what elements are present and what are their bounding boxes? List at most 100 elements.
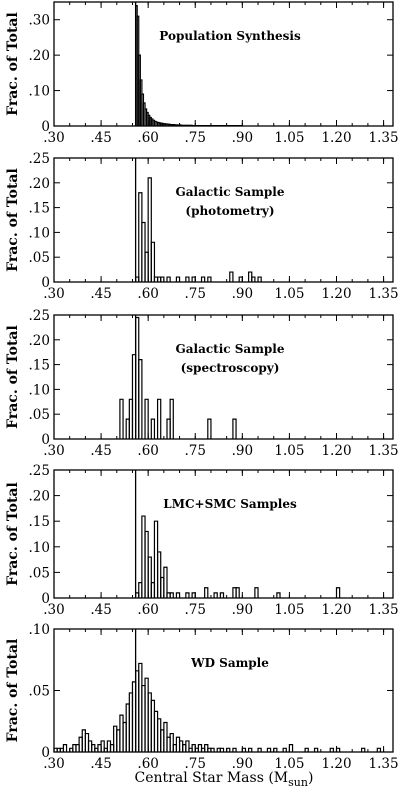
x-tick-label: .90 (232, 130, 253, 146)
y-tick-label: .10 (29, 382, 50, 398)
x-tick-label: .60 (137, 286, 158, 302)
histogram-bin (235, 587, 240, 598)
histogram-bin (232, 418, 237, 439)
y-axis-label: Frac. of Total (5, 168, 21, 272)
histogram-bin (185, 276, 190, 282)
x-tick-label: .90 (232, 756, 253, 772)
y-tick-label: 0 (41, 432, 50, 448)
x-tick-label: 1.20 (321, 602, 351, 618)
histogram-bin (150, 241, 156, 282)
panel-title: Galactic Sample (176, 185, 285, 199)
histogram-bin (251, 276, 256, 282)
histogram-bin (204, 587, 209, 598)
x-tick-label: 1.05 (274, 756, 304, 772)
histogram-bin (273, 747, 278, 752)
y-tick-label: .10 (29, 540, 50, 556)
y-tick-label: .10 (29, 84, 50, 100)
x-tick-label: 1.05 (274, 130, 304, 146)
y-tick-label: .20 (29, 176, 50, 192)
y-tick-label: .20 (29, 333, 50, 349)
y-tick-label: 0 (41, 591, 50, 607)
histogram-bin (304, 747, 309, 752)
histogram-bin (210, 747, 215, 752)
histogram-bin (156, 398, 162, 439)
histogram-bin (185, 740, 190, 752)
plot-frame (53, 314, 394, 440)
plot-frame (53, 469, 394, 599)
panel-title: (spectroscopy) (181, 361, 280, 375)
x-axis-label-subscript: sun (288, 776, 308, 789)
x-tick-label: .90 (232, 286, 253, 302)
histogram-bin (219, 747, 225, 752)
x-tick-label: 1.35 (369, 756, 399, 772)
y-tick-label: .25 (29, 151, 50, 167)
panel-2: .30 .45 .60 .75 .90 1.05 1.20 1.35 0 .05 .10 .15 .20… (5, 151, 399, 302)
x-tick-label: 1.35 (369, 130, 399, 146)
y-tick-label: .10 (29, 622, 50, 638)
x-tick-label: .75 (185, 756, 206, 772)
y-tick-label: .25 (29, 463, 50, 479)
plot-frame (53, 628, 394, 753)
y-tick-label: .05 (29, 250, 50, 266)
x-tick-label: .60 (137, 443, 158, 459)
x-tick-label: 1.20 (321, 286, 351, 302)
histogram-bin (288, 744, 294, 752)
x-tick-label: .60 (137, 602, 158, 618)
histogram-bin (232, 747, 237, 752)
plot-frame (53, 1, 394, 127)
histogram-bin (238, 276, 243, 282)
y-tick-label: .25 (29, 308, 50, 324)
x-tick-label: 1.35 (369, 286, 399, 302)
histogram-bin (175, 592, 181, 598)
histogram-bin (361, 747, 366, 752)
plot-frame (53, 157, 394, 283)
x-tick-label: .30 (43, 602, 64, 618)
y-tick-label: .15 (29, 201, 50, 217)
x-tick-label: .45 (90, 602, 111, 618)
x-tick-label: .75 (185, 130, 206, 146)
histogram-bin (200, 276, 206, 282)
x-tick-label: .45 (90, 443, 111, 459)
panel-title: Galactic Sample (176, 342, 285, 356)
histogram-bin (138, 359, 143, 439)
y-tick-label: .05 (29, 407, 50, 423)
x-tick-label: 1.20 (321, 756, 351, 772)
y-tick-label: 0 (41, 119, 50, 135)
histogram-bin (147, 177, 152, 282)
x-tick-label: .90 (232, 443, 253, 459)
histogram-bin (100, 740, 105, 752)
x-tick-label: 1.05 (274, 602, 304, 618)
x-tick-label: .45 (90, 756, 111, 772)
x-tick-label: .30 (43, 286, 64, 302)
panel-3: .30 .45 .60 .75 .90 1.05 1.20 1.35 0 .05 .10 .15 .20… (5, 308, 399, 459)
y-axis-label: Frac. of Total (5, 482, 21, 586)
histogram-bin (226, 747, 231, 752)
x-tick-label: .75 (185, 602, 206, 618)
x-tick-label: 1.35 (369, 602, 399, 618)
panel-5: .30 .45 .60 .75 .90 1.05 1.20 1.35 0 .05 .10 Frac. … (5, 622, 399, 772)
y-tick-label: .30 (29, 13, 50, 29)
x-tick-label: .30 (43, 756, 64, 772)
histogram-bin (207, 418, 212, 439)
histogram-bin (257, 276, 262, 282)
x-tick-label: .60 (137, 756, 158, 772)
histogram-bin (282, 747, 287, 752)
x-tick-label: 1.05 (274, 443, 304, 459)
panel-4: .30 .45 .60 .75 .90 1.05 1.20 1.35 0 .05 .10 .15 .20… (5, 463, 399, 618)
histogram-bin (144, 398, 149, 439)
histogram-bin (191, 592, 196, 598)
x-tick-label: 1.20 (321, 130, 351, 146)
histogram-bin (276, 592, 281, 598)
histogram-bin (254, 587, 259, 598)
y-tick-label: .05 (29, 565, 50, 581)
x-tick-label: .60 (137, 130, 158, 146)
histogram-bin (313, 747, 319, 752)
x-tick-label: 1.20 (321, 443, 351, 459)
y-tick-label: .05 (29, 684, 50, 700)
y-tick-label: .15 (29, 514, 50, 530)
panel-title: Population Synthesis (159, 29, 301, 43)
histogram-bin (169, 398, 174, 439)
histogram-bin (169, 732, 174, 752)
x-tick-label: .90 (232, 602, 253, 618)
